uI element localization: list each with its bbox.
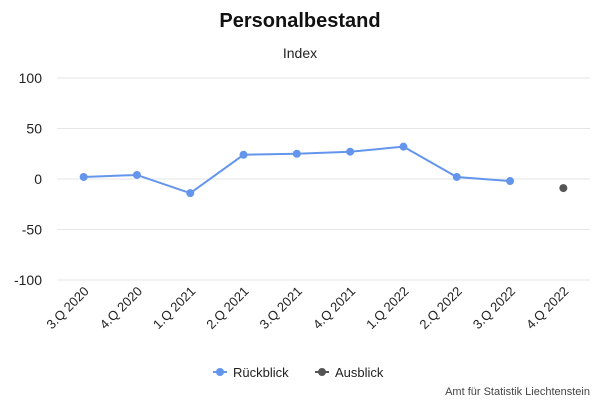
y-tick-label: 100 — [19, 70, 43, 86]
legend-marker — [216, 368, 224, 376]
legend[interactable]: Rückblick Ausblick — [213, 365, 384, 380]
y-tick-label: 50 — [26, 121, 42, 137]
data-point[interactable] — [292, 149, 301, 158]
credit-label[interactable]: Amt für Statistik Liechtenstein — [445, 386, 590, 398]
x-tick-label: 1.Q 2021 — [150, 284, 198, 332]
data-point[interactable] — [79, 172, 88, 181]
chart-subtitle: Index — [283, 45, 317, 61]
data-point[interactable] — [559, 184, 568, 193]
legend-label: Rückblick — [233, 365, 289, 380]
data-point[interactable] — [239, 150, 248, 159]
legend-item[interactable]: Rückblick — [213, 365, 289, 380]
plot-area — [79, 142, 568, 198]
x-tick-label: 4.Q 2021 — [310, 284, 358, 332]
x-tick-label: 3.Q 2021 — [257, 284, 305, 332]
x-tick-label: 3.Q 2020 — [43, 284, 91, 332]
data-point[interactable] — [346, 147, 355, 156]
x-axis: 3.Q 2020 4.Q 2020 1.Q 2021 2.Q 2021 3.Q 2021… — [43, 284, 571, 332]
data-point[interactable] — [452, 172, 461, 181]
x-tick-label: 4.Q 2020 — [97, 284, 145, 332]
x-tick-label: 3.Q 2022 — [470, 284, 518, 332]
y-axis: 100 50 0 -50 -100 — [14, 70, 42, 288]
data-point[interactable] — [186, 189, 195, 198]
x-tick-label: 4.Q 2022 — [523, 284, 571, 332]
x-tick-label: 2.Q 2021 — [203, 284, 251, 332]
y-tick-label: -100 — [14, 272, 42, 288]
legend-label: Ausblick — [335, 365, 384, 380]
data-point[interactable] — [506, 177, 515, 186]
chart-title: Personalbestand — [219, 10, 380, 32]
data-point[interactable] — [399, 142, 408, 151]
x-tick-label: 1.Q 2022 — [363, 284, 411, 332]
legend-item[interactable]: Ausblick — [315, 365, 384, 380]
legend-marker — [318, 368, 326, 376]
data-point[interactable] — [132, 170, 141, 179]
y-tick-label: -50 — [22, 222, 42, 238]
x-tick-label: 2.Q 2022 — [416, 284, 464, 332]
y-tick-label: 0 — [34, 171, 42, 187]
